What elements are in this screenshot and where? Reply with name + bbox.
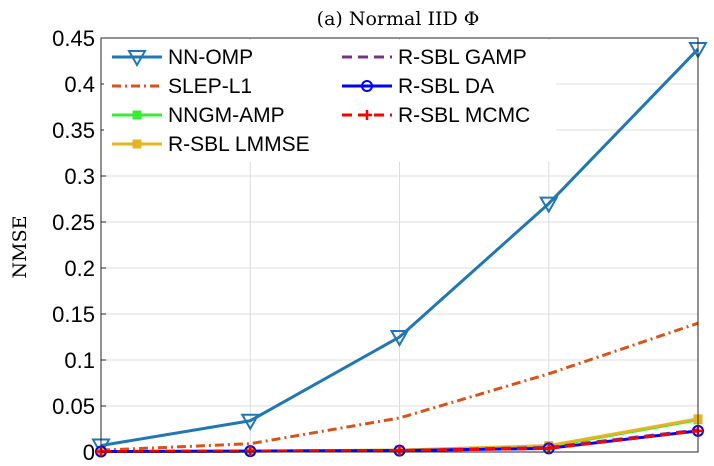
series-1 bbox=[100, 321, 699, 452]
series-0-point-3 bbox=[539, 196, 559, 214]
y-tick-label-6: 0.3 bbox=[64, 164, 95, 189]
legend-label-1: SLEP-L1 bbox=[168, 75, 252, 98]
legend-item-3: R-SBL LMMSE bbox=[112, 133, 310, 156]
series-0-point-2 bbox=[389, 330, 410, 348]
legend-box bbox=[104, 40, 556, 162]
plot-frame bbox=[100, 37, 699, 453]
y-tick-label-5: 0.25 bbox=[52, 210, 95, 235]
legend-label-5: R-SBL DA bbox=[398, 75, 494, 98]
legend-marker-5 bbox=[361, 80, 373, 92]
y-tick-label-4: 0.2 bbox=[64, 256, 95, 281]
y-tick-label-1: 0.05 bbox=[52, 394, 95, 419]
legend-marker-0 bbox=[127, 50, 147, 68]
legend-item-5: R-SBL DA bbox=[342, 75, 494, 98]
legend-item-0: NN-OMP bbox=[112, 46, 253, 69]
y-tick-label-8: 0.4 bbox=[64, 72, 95, 97]
legend-label-3: R-SBL LMMSE bbox=[168, 133, 310, 156]
legend-marker-3 bbox=[132, 139, 142, 149]
y-tick-label-7: 0.35 bbox=[52, 118, 95, 143]
y-ticks: 0 0.05 0.1 0.15 0.2 0.25 0.3 0.35 0.4 0.45 bbox=[52, 26, 106, 465]
legend-label-2: NNGM-AMP bbox=[168, 104, 285, 127]
legend-item-1: SLEP-L1 bbox=[112, 75, 252, 98]
y-axis-label: NMSE bbox=[9, 216, 31, 279]
y-tick-label-3: 0.15 bbox=[52, 302, 95, 327]
y-tick-label-2: 0.1 bbox=[64, 348, 95, 373]
series-group bbox=[91, 42, 708, 458]
series-6-point-2 bbox=[394, 445, 405, 456]
legend-marker-6 bbox=[362, 110, 372, 120]
chart-title: (a) Normal IID Φ bbox=[317, 8, 480, 30]
series-6-point-1 bbox=[245, 446, 256, 457]
legend-label-0: NN-OMP bbox=[168, 46, 253, 69]
legend-label-6: R-SBL MCMC bbox=[398, 104, 530, 127]
series-line-1 bbox=[100, 321, 699, 452]
legend-item-2: NNGM-AMP bbox=[112, 104, 285, 127]
legend-marker-2 bbox=[132, 110, 142, 120]
series-line-6 bbox=[100, 429, 699, 454]
y-tick-label-0: 0 bbox=[83, 440, 95, 465]
legend-item-6: R-SBL MCMC bbox=[342, 104, 530, 127]
series-0-point-1 bbox=[240, 413, 260, 431]
legend: NN-OMP SLEP-L1 NNGM-AMP R-SBL LMMSE R-SBL GA… bbox=[104, 40, 556, 162]
legend-label-4: R-SBL GAMP bbox=[398, 46, 527, 69]
legend-item-4: R-SBL GAMP bbox=[342, 46, 527, 69]
y-tick-label-9: 0.45 bbox=[52, 26, 95, 51]
series-line-0 bbox=[100, 47, 700, 448]
